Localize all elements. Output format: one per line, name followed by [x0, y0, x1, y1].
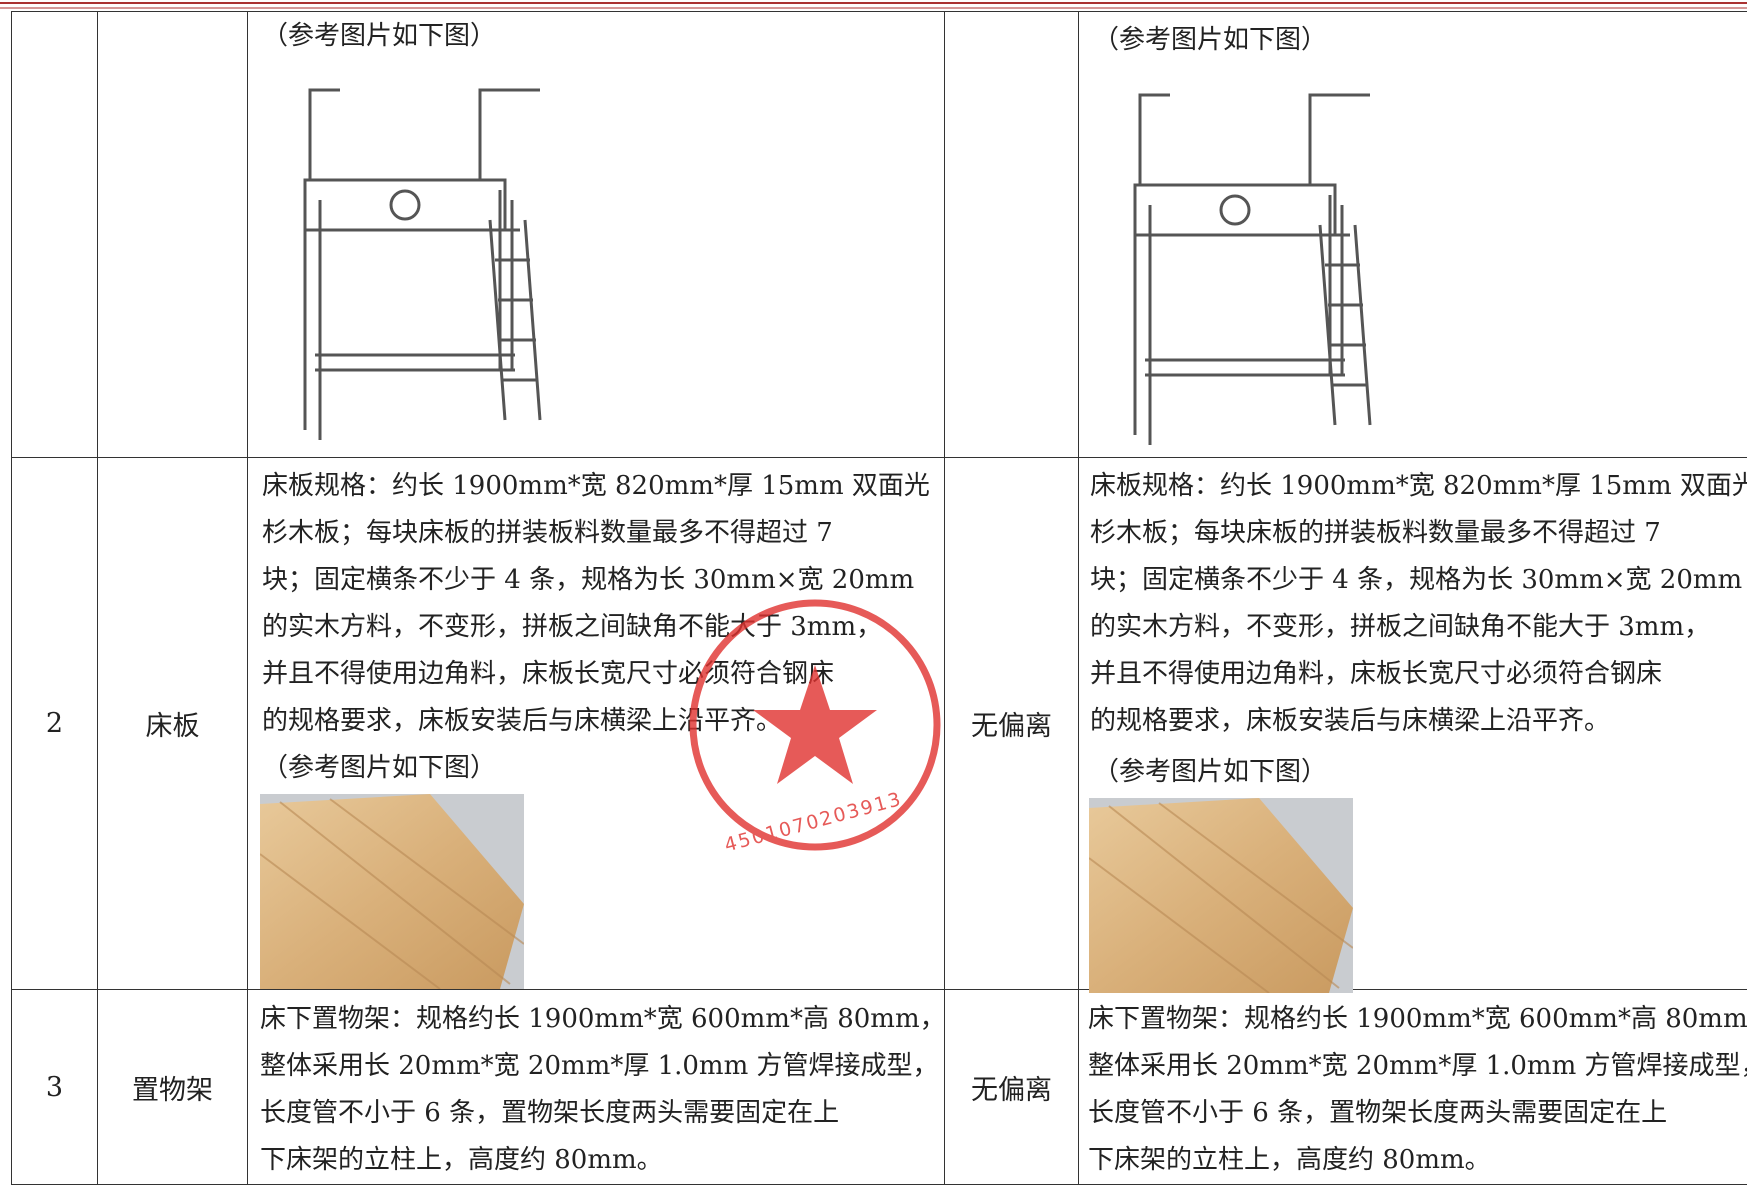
- text-line: 床下置物架：规格约长 1900mm*宽 600mm*高 80mm，: [1088, 1004, 1747, 1034]
- text-line: 块；固定横条不少于 4 条，规格为长 30mm×宽 20mm: [1090, 565, 1743, 595]
- text-line: 整体采用长 20mm*宽 20mm*厚 1.0mm 方管焊接成型，: [1088, 1051, 1747, 1081]
- text-line: 并且不得使用边角料，床板长宽尺寸必须符合钢床: [1090, 659, 1663, 689]
- text-line: 长度管不小于 6 条，置物架长度两头需要固定在上: [1088, 1098, 1668, 1128]
- text-line: 下床架的立柱上，高度约 80mm。: [260, 1145, 663, 1175]
- text-line: 块；固定横条不少于 4 条，规格为长 30mm×宽 20mm: [262, 565, 915, 595]
- cell: [97, 11, 248, 458]
- cell: [1078, 989, 1747, 1185]
- text-line: 长度管不小于 6 条，置物架长度两头需要固定在上: [260, 1098, 840, 1128]
- text-line: 并且不得使用边角料，床板长宽尺寸必须符合钢床: [262, 659, 835, 689]
- note: （参考图片如下图）: [1093, 757, 1328, 787]
- item-name: 床板: [97, 457, 248, 990]
- board-image: [1089, 798, 1353, 993]
- note: （参考图片如下图）: [1093, 25, 1328, 55]
- row-number: 3: [11, 989, 98, 1185]
- top-rule: [0, 2, 1747, 9]
- note: （参考图片如下图）: [262, 753, 497, 783]
- text-line: 的实木方料，不变形，拼板之间缺角不能大于 3mm，: [1090, 612, 1711, 642]
- deviation: 无偏离: [944, 457, 1079, 990]
- text-line: 的规格要求，床板安装后与床横梁上沿平齐。: [1090, 706, 1611, 736]
- note: （参考图片如下图）: [262, 21, 497, 51]
- text-line: 整体采用长 20mm*宽 20mm*厚 1.0mm 方管焊接成型，: [260, 1051, 939, 1081]
- text-line: 床板规格：约长 1900mm*宽 820mm*厚 15mm 双面光: [262, 471, 930, 501]
- text-line: 杉木板；每块床板的拼装板料数量最多不得超过 7: [1090, 518, 1661, 548]
- bed-image: [303, 88, 542, 440]
- row-number: 2: [11, 457, 98, 990]
- text-line: 床板规格：约长 1900mm*宽 820mm*厚 15mm 双面光: [1090, 471, 1747, 501]
- cell: [944, 11, 1079, 458]
- stamp: 4501070203913: [689, 599, 941, 857]
- board-image: [260, 794, 524, 989]
- text-line: 的实木方料，不变形，拼板之间缺角不能大于 3mm，: [262, 612, 883, 642]
- text-line: 杉木板；每块床板的拼装板料数量最多不得超过 7: [262, 518, 833, 548]
- bed-image: [1133, 93, 1372, 445]
- cell: [11, 11, 98, 458]
- text-line: 下床架的立柱上，高度约 80mm。: [1088, 1145, 1491, 1175]
- text-line: 床下置物架：规格约长 1900mm*宽 600mm*高 80mm，: [260, 1004, 946, 1034]
- item-name: 置物架: [97, 989, 248, 1185]
- deviation: 无偏离: [944, 989, 1079, 1185]
